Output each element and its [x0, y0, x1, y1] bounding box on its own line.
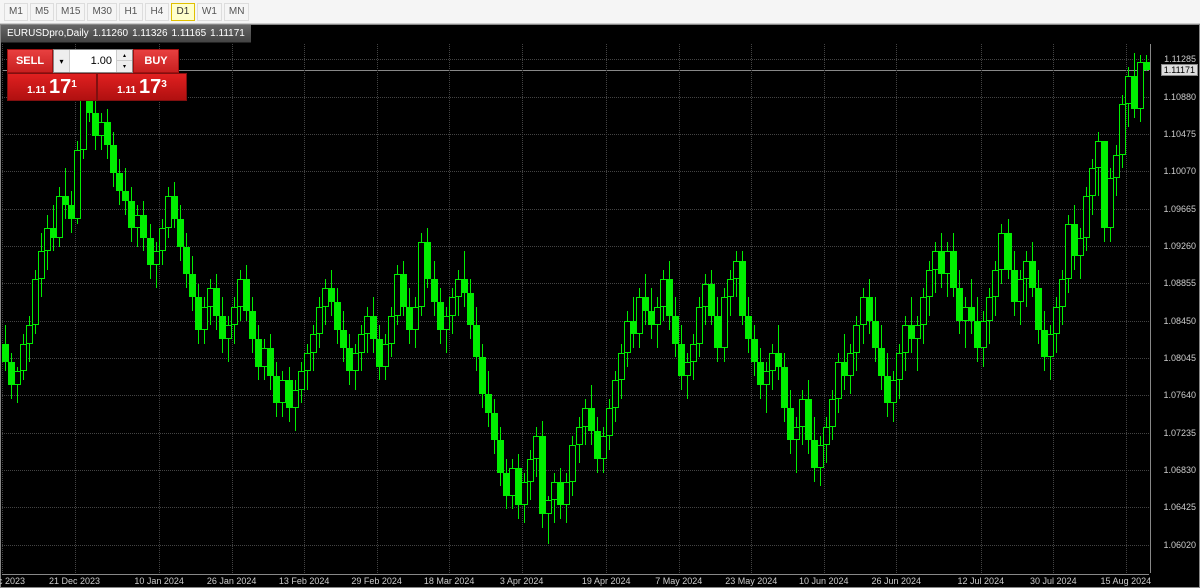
x-tick-label: 7 May 2024 — [655, 576, 702, 586]
y-tick-label: 1.09665 — [1163, 204, 1196, 214]
timeframe-m30[interactable]: M30 — [87, 3, 116, 21]
timeframe-w1[interactable]: W1 — [197, 3, 222, 21]
y-tick-label: 1.08450 — [1163, 316, 1196, 326]
time-axis: 5 Dec 2023 21 Dec 2023 10 Jan 2024 26 Jan 2… — [2, 574, 1149, 586]
title-low: 1.11165 — [172, 28, 207, 39]
x-tick-label: 30 Jul 2024 — [1030, 576, 1077, 586]
volume-down[interactable]: ▾ — [116, 61, 132, 72]
x-tick-label: 15 Aug 2024 — [1101, 576, 1152, 586]
y-tick-label: 1.06020 — [1163, 540, 1196, 550]
chart-window: EURUSDpro,Daily 1.11260 1.11326 1.11165 … — [0, 24, 1200, 588]
title-high: 1.11326 — [132, 28, 167, 39]
y-tick-label: 1.06830 — [1163, 465, 1196, 475]
x-tick-label: 10 Jan 2024 — [134, 576, 184, 586]
trade-panel: SELL ▾ 1.00 ▴ ▾ BUY — [7, 49, 179, 73]
timeframe-h4[interactable]: H4 — [145, 3, 169, 21]
price-axis: 1.06020 1.06425 1.06830 1.07235 1.07640 1.080… — [1150, 44, 1198, 573]
timeframe-h1[interactable]: H1 — [119, 3, 143, 21]
x-tick-label: 3 Apr 2024 — [500, 576, 544, 586]
bid-price-box[interactable]: 1.11 17 1 — [7, 73, 97, 101]
y-tick-label: 1.07235 — [1163, 428, 1196, 438]
x-tick-label: 13 Feb 2024 — [279, 576, 330, 586]
y-tick-label: 1.08045 — [1163, 353, 1196, 363]
x-tick-label: 19 Apr 2024 — [582, 576, 631, 586]
y-tick-label: 1.08855 — [1163, 278, 1196, 288]
x-tick-label: 18 Mar 2024 — [424, 576, 475, 586]
title-open: 1.11260 — [93, 28, 128, 39]
volume-value: 1.00 — [70, 55, 116, 67]
x-tick-label: 10 Jun 2024 — [799, 576, 849, 586]
timeframe-toolbar: M1M5M15M30H1H4D1W1MN — [0, 0, 1200, 24]
y-tick-label: 1.10475 — [1163, 129, 1196, 139]
timeframe-m1[interactable]: M1 — [4, 3, 28, 21]
x-tick-label: 23 May 2024 — [725, 576, 777, 586]
volume-up[interactable]: ▴ — [116, 50, 132, 61]
timeframe-d1[interactable]: D1 — [171, 3, 195, 21]
ask-sup: 3 — [161, 79, 167, 90]
title-close: 1.11171 — [210, 28, 245, 39]
y-tick-label: 1.10880 — [1163, 92, 1196, 102]
bid-sup: 1 — [71, 79, 77, 90]
chart-plot-area[interactable] — [2, 44, 1149, 573]
x-tick-label: 29 Feb 2024 — [351, 576, 402, 586]
title-symbol: EURUSDpro,Daily — [7, 28, 89, 39]
ask-prefix: 1.11 — [117, 85, 136, 96]
y-tick-label: 1.09260 — [1163, 241, 1196, 251]
bid-prefix: 1.11 — [27, 85, 46, 96]
timeframe-m15[interactable]: M15 — [56, 3, 85, 21]
x-tick-label: 21 Dec 2023 — [49, 576, 100, 586]
price-row: 1.11 17 1 1.11 17 3 — [7, 73, 187, 101]
volume-input[interactable]: ▾ 1.00 ▴ ▾ — [53, 49, 133, 73]
ask-big: 17 — [139, 76, 161, 99]
bid-big: 17 — [49, 76, 71, 99]
y-tick-label: 1.07640 — [1163, 390, 1196, 400]
x-tick-label: 12 Jul 2024 — [958, 576, 1005, 586]
ask-price-box[interactable]: 1.11 17 3 — [97, 73, 187, 101]
y-tick-label: 1.10070 — [1163, 166, 1196, 176]
y-tick-label: 1.11285 — [1164, 54, 1196, 64]
buy-button[interactable]: BUY — [133, 49, 179, 73]
current-price-tag: 1.11171 — [1161, 64, 1198, 76]
volume-dropdown[interactable]: ▾ — [54, 50, 70, 72]
timeframe-m5[interactable]: M5 — [30, 3, 54, 21]
x-tick-label: 26 Jan 2024 — [207, 576, 257, 586]
x-tick-label: 5 Dec 2023 — [0, 576, 25, 586]
x-tick-label: 26 Jun 2024 — [871, 576, 921, 586]
sell-button[interactable]: SELL — [7, 49, 53, 73]
chart-title-bar: EURUSDpro,Daily 1.11260 1.11326 1.11165 … — [1, 25, 251, 43]
timeframe-mn[interactable]: MN — [224, 3, 250, 21]
y-tick-label: 1.06425 — [1163, 502, 1196, 512]
